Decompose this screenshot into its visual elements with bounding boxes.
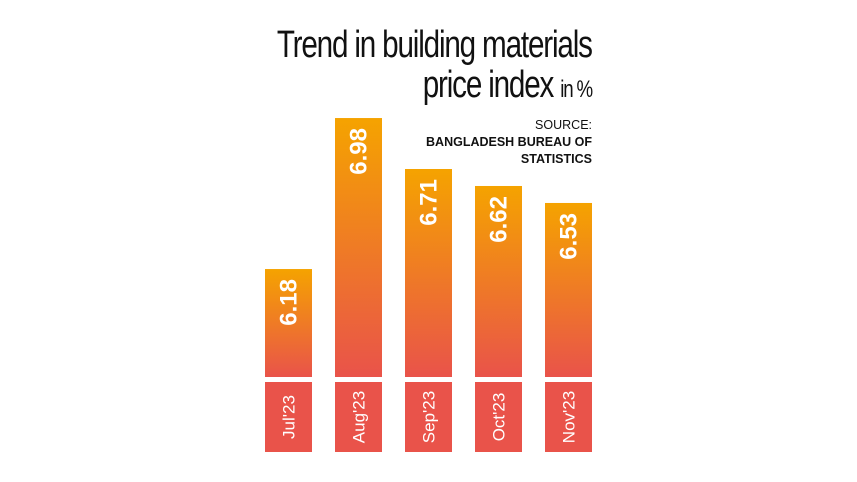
category-box <box>335 382 382 452</box>
bar <box>545 202 592 377</box>
data-label: 6.98 <box>346 128 373 175</box>
title-text: price index <box>422 64 555 106</box>
category-label: Jul'23 <box>280 395 299 439</box>
source-label: SOURCE: <box>535 118 592 132</box>
category-label: Sep'23 <box>420 391 439 443</box>
category-box <box>405 382 452 452</box>
data-label: 6.62 <box>486 196 513 243</box>
unit-label: in % <box>560 76 593 103</box>
data-label: 6.53 <box>556 213 583 260</box>
bar <box>265 269 312 377</box>
bar <box>405 168 452 377</box>
category-box <box>545 382 592 452</box>
bar <box>335 118 382 377</box>
category-label: Aug'23 <box>350 391 369 443</box>
data-label: 6.71 <box>416 179 443 226</box>
bar <box>475 185 522 377</box>
category-box <box>265 382 312 452</box>
chart-title-line-1: Trend in building materials <box>277 24 593 66</box>
category-box <box>475 382 522 452</box>
data-label: 6.18 <box>276 279 303 326</box>
source-name: BANGLADESH BUREAU OF STATISTICS <box>426 135 592 166</box>
chart-title-line-2: price index in % <box>422 64 593 107</box>
category-label: Oct'23 <box>490 393 509 442</box>
category-label: Nov'23 <box>560 391 579 443</box>
